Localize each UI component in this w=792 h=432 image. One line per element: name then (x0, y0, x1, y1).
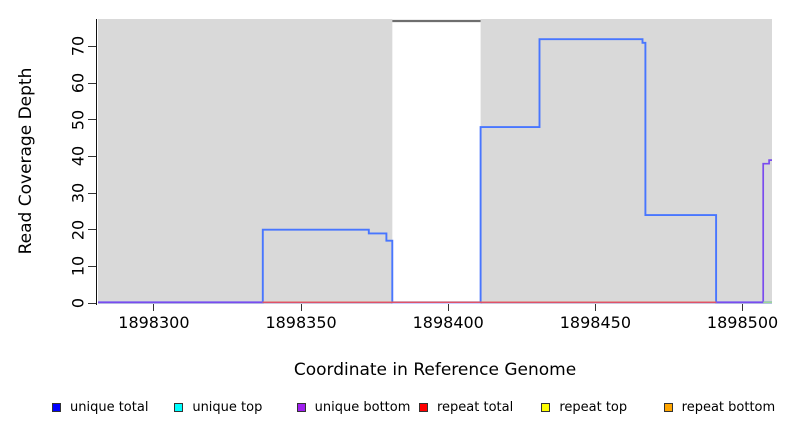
x-tick-mark (742, 304, 744, 311)
legend-swatch-icon (541, 403, 551, 412)
legend-label: repeat bottom (681, 400, 776, 415)
y-tick-label: 40 (68, 146, 88, 167)
x-tick-label: 1898450 (559, 313, 632, 332)
y-tick-label: 70 (68, 36, 88, 57)
y-tick-mark (88, 302, 96, 304)
legend-item-unique-total: unique total (52, 400, 174, 415)
x-axis-title: Coordinate in Reference Genome (293, 360, 577, 380)
x-tick-mark (153, 304, 155, 311)
y-tick-label: 20 (68, 219, 88, 240)
legend-item-unique-top: unique top (174, 400, 296, 415)
legend-swatch-icon (52, 403, 61, 412)
y-tick-label: 0 (68, 297, 88, 309)
series-line-unique-total (98, 38, 772, 304)
plot-area (98, 19, 772, 304)
y-tick-label: 60 (68, 72, 88, 94)
legend-label: repeat total (436, 400, 514, 415)
y-tick-mark (88, 119, 96, 121)
y-axis-line (96, 19, 97, 305)
y-tick-mark (88, 45, 96, 47)
y-tick-mark (88, 229, 96, 231)
x-tick-label: 1898400 (412, 313, 484, 332)
legend-item-repeat-bottom: repeat bottom (663, 400, 786, 415)
legend-swatch-icon (296, 403, 306, 412)
legend-label: unique bottom (314, 400, 411, 415)
legend-item-repeat-top: repeat top (541, 400, 663, 415)
legend-item-repeat-total: repeat total (418, 400, 541, 415)
legend-label: repeat top (559, 400, 628, 415)
x-tick-mark (594, 304, 596, 311)
y-tick-mark (88, 265, 96, 267)
y-tick-label: 30 (68, 182, 88, 204)
y-axis-title: Read Coverage Depth (16, 67, 36, 255)
legend-item-unique-bottom: unique bottom (296, 400, 419, 415)
legend-swatch-icon (174, 403, 184, 412)
y-tick-label: 50 (68, 109, 88, 130)
coverage-plot-svg (98, 19, 772, 304)
y-tick-mark (88, 82, 96, 84)
chart-legend: unique total unique top unique bottom repea… (52, 400, 786, 415)
x-tick-mark (300, 304, 302, 311)
no-data-region (392, 19, 481, 304)
legend-swatch-icon (663, 403, 673, 412)
legend-label: unique total (70, 400, 149, 415)
y-tick-mark (88, 155, 96, 157)
x-tick-label: 1898500 (706, 313, 779, 332)
legend-label: unique top (192, 400, 263, 415)
y-tick-label: 10 (68, 256, 88, 277)
x-tick-label: 1898300 (118, 313, 190, 332)
y-tick-mark (88, 192, 96, 194)
legend-swatch-icon (418, 403, 428, 412)
x-tick-mark (447, 304, 449, 311)
x-tick-label: 1898350 (265, 313, 337, 332)
